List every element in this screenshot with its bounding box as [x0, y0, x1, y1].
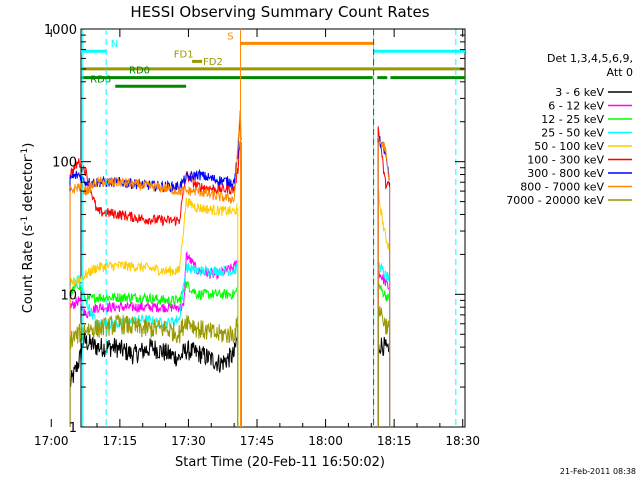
flag-label-fd1: FD1 [174, 49, 194, 60]
legend-label-100-300-kev: 100 - 300 keV [527, 154, 604, 167]
series-line-25-50-kev-segment-2 [377, 260, 390, 282]
y-axis-label: Count Rate (s-1 detector-1) [20, 143, 36, 314]
legend-label-800-7000-kev: 800 - 7000 keV [520, 181, 604, 194]
y-tick-label-10: 10 [60, 288, 77, 303]
flag-label-n: N [111, 39, 118, 50]
y-tick-label-1000: 1000 [44, 23, 77, 38]
x-axis-label: Start Time (20-Feb-11 16:50:02) [175, 455, 385, 470]
vertical-markers-layer [82, 29, 457, 427]
y-axis-label-end: ) [21, 143, 36, 148]
series-line-50-100-kev-segment-2 [377, 188, 390, 251]
legend-header-line1: Det 1,3,4,5,6,9, [547, 52, 633, 65]
flag-label-rd6: RD6 [90, 74, 111, 85]
y-axis-label-exp2: -1 [20, 148, 30, 157]
series-line-3-6-kev-segment-2 [377, 336, 390, 357]
x-tick-label-1730: 17:30 [171, 434, 206, 448]
y-axis-label-exp1: -1 [20, 216, 30, 225]
y-axis-label-mid: detector [21, 156, 36, 216]
series-line-12-25-kev-segment-2 [377, 281, 390, 303]
y-axis-label-main: Count Rate (s [21, 225, 36, 314]
x-tick-label-1700: 17:00 [34, 434, 69, 448]
legend-label-7000-20000-kev: 7000 - 20000 keV [506, 194, 604, 207]
flags-layer: N S FD1 FD2 RD0 RD6 [81, 31, 465, 88]
plot-frame [80, 28, 466, 428]
series-line-3-6-kev-segment-1 [69, 332, 238, 387]
legend-label-3-6-kev: 3 - 6 keV [555, 86, 604, 99]
chart-title: HESSI Observing Summary Count Rates [130, 3, 429, 21]
y-tick-label-100: 100 [52, 156, 77, 171]
series-line-7000-20000-kev-segment-2 [377, 306, 390, 335]
flag-label-rd0: RD0 [129, 66, 150, 77]
x-tick-label-1830: 18:30 [445, 434, 480, 448]
axes-layer: 17:00 17:15 17:30 17:45 18:00 18:15 18:30 1 10 10… [34, 23, 480, 448]
series-line-800-7000-kev-segment-1 [69, 110, 242, 205]
y-tick-label-1: 1 [69, 421, 77, 436]
series-line-50-100-kev-segment-1 [69, 197, 238, 286]
series-line-6-12-kev-segment-2 [377, 269, 390, 290]
series-layer [69, 110, 391, 427]
x-tick-label-1815: 18:15 [377, 434, 412, 448]
series-line-300-800-kev-segment-1 [69, 120, 242, 193]
timestamp: 21-Feb-2011 08:38 [560, 467, 636, 476]
x-tick-label-1715: 17:15 [103, 434, 138, 448]
legend-label-300-800-kev: 300 - 800 keV [527, 167, 604, 180]
legend-label-50-100-kev: 50 - 100 keV [534, 140, 604, 153]
legend-header-line2: Att 0 [607, 66, 633, 79]
legend-label-25-50-kev: 25 - 50 keV [541, 127, 604, 140]
series-line-7000-20000-kev-segment-1 [69, 314, 238, 350]
series-line-6-12-kev-segment-1 [69, 251, 238, 319]
series-line-800-7000-kev-segment-2 [377, 137, 390, 180]
x-tick-label-1800: 18:00 [308, 434, 343, 448]
flag-label-s: S [227, 31, 233, 42]
legend-label-12-25-kev: 12 - 25 keV [541, 113, 604, 126]
series-line-12-25-kev-segment-1 [69, 281, 238, 308]
x-tick-label-1745: 17:45 [240, 434, 275, 448]
legend-label-6-12-kev: 6 - 12 keV [548, 100, 604, 113]
flag-label-fd2: FD2 [203, 57, 223, 68]
